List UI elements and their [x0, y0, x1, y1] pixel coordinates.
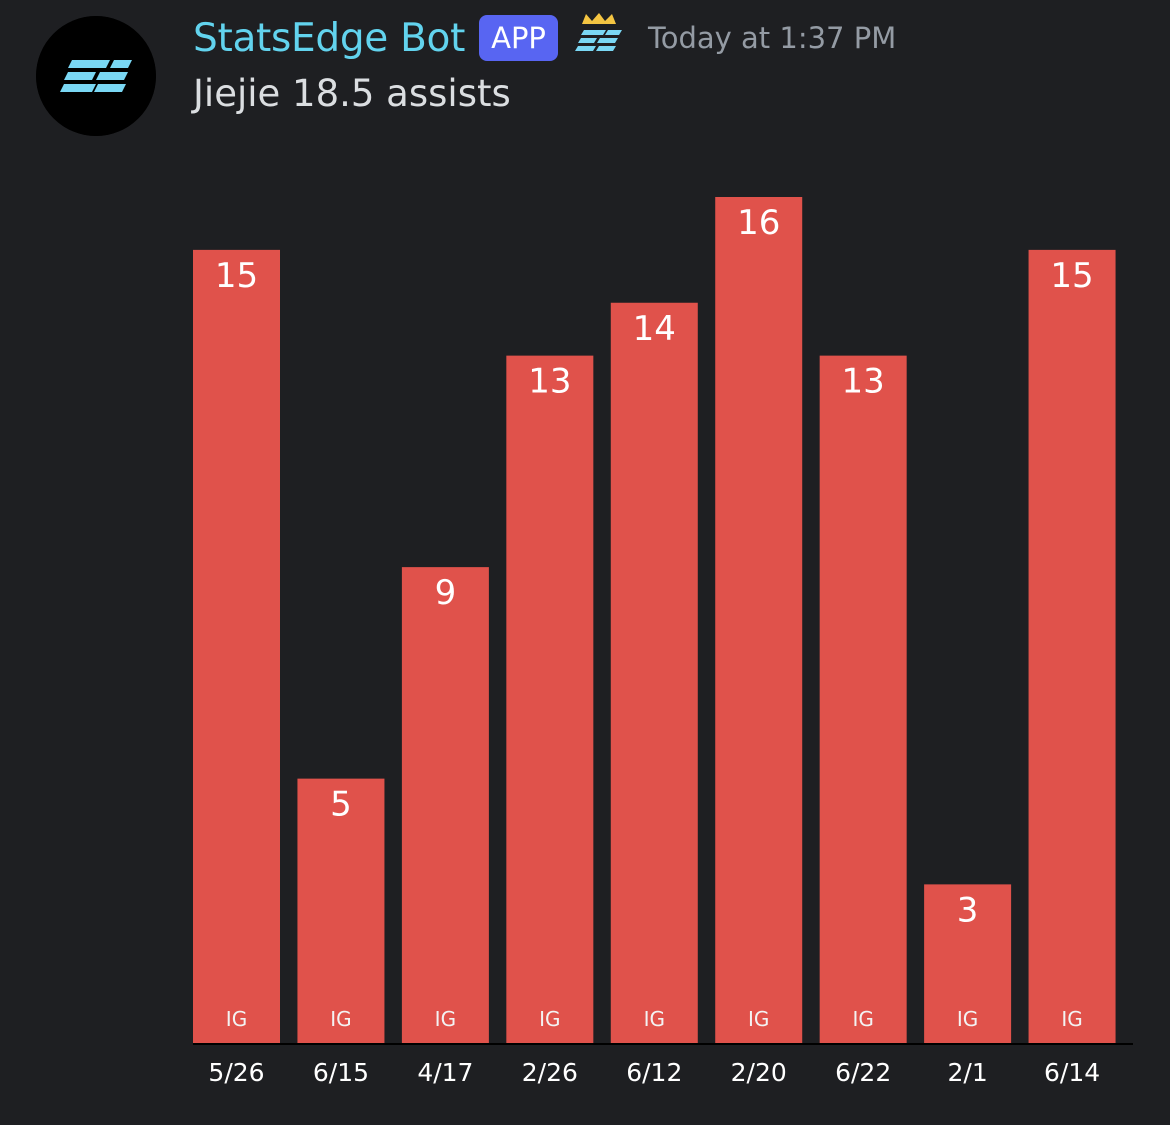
bar	[1028, 249, 1116, 1043]
bar-value-label: 9	[435, 573, 457, 613]
bar-value-label: 5	[330, 785, 352, 825]
bar-team-label: IG	[748, 1007, 769, 1031]
x-tick-label: 2/20	[731, 1058, 787, 1087]
bot-avatar[interactable]	[36, 16, 156, 136]
author-name[interactable]: StatsEdge Bot	[193, 15, 466, 61]
bar	[297, 778, 385, 1043]
bar-value-label: 3	[957, 890, 979, 930]
x-tick-label: 2/1	[947, 1058, 987, 1087]
bar-value-label: 15	[1050, 256, 1093, 296]
bar-team-label: IG	[226, 1007, 247, 1031]
x-tick-label: 6/12	[626, 1058, 682, 1087]
bar	[819, 355, 907, 1043]
x-tick-label: 6/22	[835, 1058, 891, 1087]
statsedge-logo-icon	[36, 16, 156, 136]
x-tick-label: 2/26	[522, 1058, 578, 1087]
bar-value-label: 13	[842, 362, 885, 402]
bar-value-label: 14	[633, 309, 676, 349]
x-tick-label: 6/15	[313, 1058, 369, 1087]
message-header: StatsEdge Bot APP Today at 1:37 PM	[193, 12, 896, 64]
bar-team-label: IG	[957, 1007, 978, 1031]
bar	[506, 355, 594, 1043]
bar-team-label: IG	[1061, 1007, 1082, 1031]
x-tick-label: 6/14	[1044, 1058, 1100, 1087]
bar-team-label: IG	[852, 1007, 873, 1031]
bar-team-label: IG	[644, 1007, 665, 1031]
bar-value-label: 13	[528, 362, 571, 402]
x-tick-label: 4/17	[417, 1058, 473, 1087]
x-tick-label: 5/26	[208, 1058, 264, 1087]
statsedge-crown-icon[interactable]	[572, 12, 626, 56]
bar	[924, 884, 1012, 1043]
bar	[610, 302, 698, 1043]
bar	[401, 567, 489, 1043]
bar-team-label: IG	[330, 1007, 351, 1031]
bar-team-label: IG	[539, 1007, 560, 1031]
bar-value-label: 15	[215, 256, 258, 296]
bar	[715, 197, 803, 1043]
message-timestamp[interactable]: Today at 1:37 PM	[647, 21, 897, 55]
message-text: Jiejie 18.5 assists	[193, 72, 511, 115]
bar	[193, 249, 280, 1043]
bar-team-label: IG	[435, 1007, 456, 1031]
bar-value-label: 16	[737, 203, 780, 243]
app-badge: APP	[479, 15, 558, 61]
